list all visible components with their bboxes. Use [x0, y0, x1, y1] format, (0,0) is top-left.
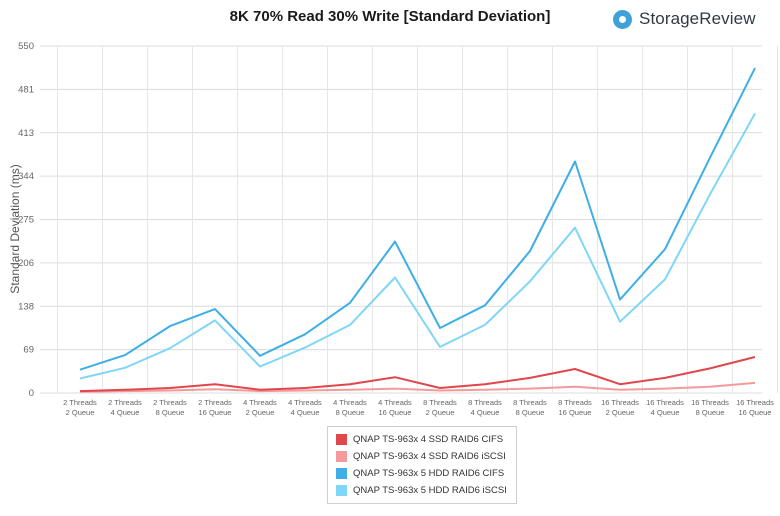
y-tick-label: 206: [18, 258, 34, 269]
x-tick-label: 16 Threads 8 Queue: [691, 398, 729, 417]
y-tick-label: 413: [18, 128, 34, 139]
x-tick-label: 2 Threads 2 Queue: [63, 398, 97, 417]
y-tick-label: 344: [18, 171, 34, 182]
legend-item-2[interactable]: QNAP TS-963x 4 SSD RAID6 iSCSI: [336, 448, 508, 465]
y-tick-label: 550: [18, 41, 34, 52]
legend-item-1[interactable]: QNAP TS-963x 4 SSD RAID6 CIFS: [336, 431, 508, 448]
legend-item-3[interactable]: QNAP TS-963x 5 HDD RAID6 CIFS: [336, 465, 508, 482]
x-tick-label: 2 Threads 4 Queue: [108, 398, 142, 417]
y-tick-label: 138: [18, 301, 34, 312]
legend-label: QNAP TS-963x 4 SSD RAID6 iSCSI: [353, 451, 506, 462]
legend-swatch: [336, 434, 347, 445]
legend-item-4[interactable]: QNAP TS-963x 5 HDD RAID6 iSCSI: [336, 482, 508, 499]
chart-legend: QNAP TS-963x 4 SSD RAID6 CIFS QNAP TS-963…: [327, 426, 517, 504]
y-tick-label: 275: [18, 215, 34, 226]
x-tick-label: 4 Threads 4 Queue: [288, 398, 322, 417]
y-axis-ticks: 0 69 138 206 275 344 413 481 550: [18, 41, 34, 399]
y-tick-label: 0: [29, 388, 34, 399]
series-line-2: [79, 381, 756, 393]
x-tick-label: 8 Threads 2 Queue: [423, 398, 457, 417]
x-tick-label: 16 Threads 16 Queue: [736, 398, 774, 417]
x-tick-label: 4 Threads 8 Queue: [333, 398, 367, 417]
storagereview-logo-icon: [613, 9, 632, 29]
x-axis-ticks: 2 Threads 2 Queue 2 Threads 4 Queue 2 Thread…: [63, 398, 774, 417]
x-tick-label: 2 Threads 16 Queue: [198, 398, 232, 417]
x-tick-label: 4 Threads 16 Queue: [378, 398, 412, 417]
legend-swatch: [336, 485, 347, 496]
legend-swatch: [336, 451, 347, 462]
x-tick-label: 16 Threads 2 Queue: [601, 398, 639, 417]
brand-logo: StorageReview: [613, 9, 756, 29]
series-lines: [79, 67, 756, 393]
y-tick-label: 481: [18, 84, 34, 95]
series-line-3: [79, 67, 756, 371]
series-line-4: [79, 113, 756, 380]
x-tick-label: 8 Threads 16 Queue: [558, 398, 592, 417]
brand-name: StorageReview: [639, 9, 756, 28]
x-tick-label: 2 Threads 8 Queue: [153, 398, 187, 417]
legend-label: QNAP TS-963x 5 HDD RAID6 iSCSI: [353, 485, 507, 496]
y-axis-label: Standard Deviation (ms): [8, 164, 22, 293]
legend-label: QNAP TS-963x 4 SSD RAID6 CIFS: [353, 434, 504, 445]
y-tick-label: 69: [23, 345, 34, 356]
gridlines: [40, 45, 778, 394]
series-line-1: [79, 356, 756, 393]
x-tick-label: 16 Threads 4 Queue: [646, 398, 684, 417]
legend-label: QNAP TS-963x 5 HDD RAID6 CIFS: [353, 468, 505, 479]
x-tick-label: 4 Threads 2 Queue: [243, 398, 277, 417]
x-tick-label: 8 Threads 4 Queue: [468, 398, 502, 417]
line-chart: 0 69 138 206 275 344 413 481 550 2 Threads 2 Queu…: [8, 41, 778, 417]
legend-swatch: [336, 468, 347, 479]
x-tick-label: 8 Threads 8 Queue: [513, 398, 547, 417]
chart-title: 8K 70% Read 30% Write [Standard Deviatio…: [229, 8, 551, 25]
